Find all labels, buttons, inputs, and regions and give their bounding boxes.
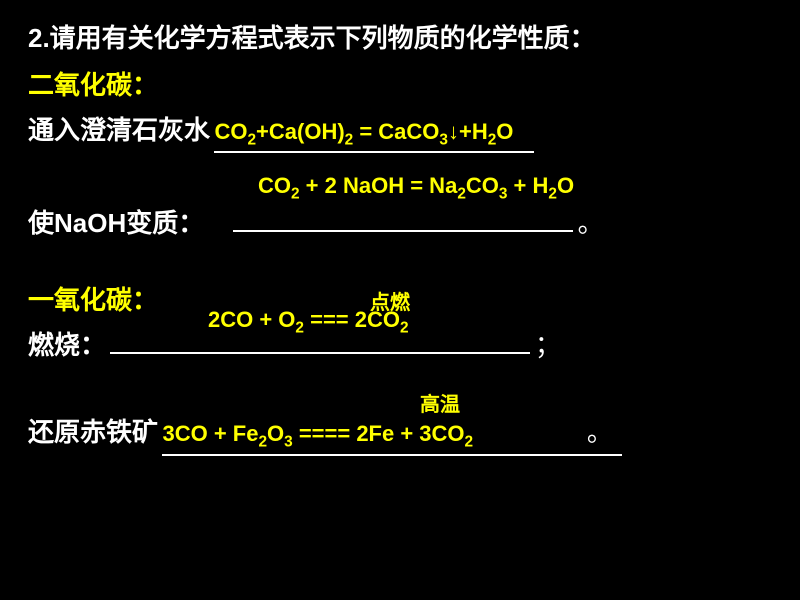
question-title: 2.请用有关化学方程式表示下列物质的化学性质： — [28, 18, 772, 55]
co-item1-prompt: 燃烧： — [28, 325, 106, 362]
co2-item2-row: CO2 + 2 NaOH = Na2CO3 + H2O 使NaOH变质： 。 — [28, 203, 772, 240]
co-header: 一氧化碳： — [28, 280, 158, 317]
co2-item2-underline — [233, 228, 573, 232]
co2-item2-terminator: 。 — [578, 208, 604, 238]
co-item2-equation: 3CO + Fe2O3 ==== 2Fe + 3CO2 — [162, 421, 473, 451]
co2-item1-prompt: 通入澄清石灰水 — [28, 110, 210, 147]
co-item1-row: 2CO + O2 === 2CO2 燃烧： ； — [28, 325, 772, 362]
co-item2-underline: 3CO + Fe2O3 ==== 2Fe + 3CO2 — [162, 421, 622, 455]
co2-section: 二氧化碳： — [28, 65, 772, 102]
co-item2-prompt: 还原赤铁矿 — [28, 412, 158, 449]
co-item1-equation: 2CO + O2 === 2CO2 — [208, 307, 409, 337]
co-item2-terminator: 。 — [587, 417, 613, 447]
co-item2-condition: 高温 — [420, 388, 460, 417]
co-item1-terminator: ； — [535, 330, 561, 360]
co-item1-underline — [110, 350, 530, 354]
co2-item2-equation: CO2 + 2 NaOH = Na2CO3 + H2O — [258, 173, 574, 203]
co2-item1-equation: CO2+Ca(OH)2 = CaCO3↓+H2O — [214, 119, 513, 149]
co2-item1-underline: CO2+Ca(OH)2 = CaCO3↓+H2O — [214, 119, 534, 153]
co2-header: 二氧化碳： — [28, 65, 158, 102]
co2-item2-prompt: 使NaOH变质： — [28, 203, 204, 240]
co-item2-row: 高温 还原赤铁矿 3CO + Fe2O3 ==== 2Fe + 3CO2 。 — [28, 412, 772, 455]
slide-content: 2.请用有关化学方程式表示下列物质的化学性质： 二氧化碳： 通入澄清石灰水 CO… — [0, 0, 800, 600]
co2-item1-row: 通入澄清石灰水 CO2+Ca(OH)2 = CaCO3↓+H2O — [28, 110, 772, 153]
